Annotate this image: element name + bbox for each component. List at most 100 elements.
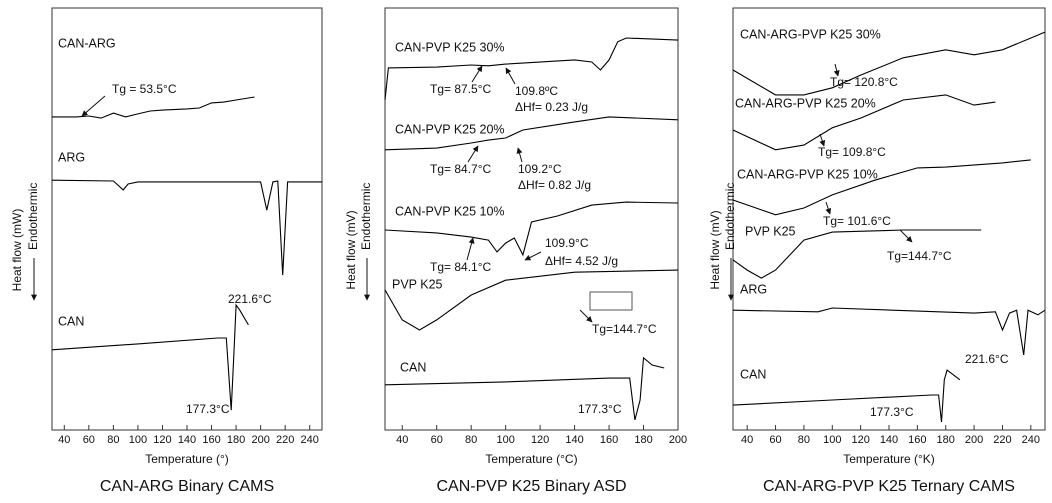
caption: CAN-ARG Binary CAMS xyxy=(100,478,274,495)
curve-label: CAN xyxy=(400,360,426,374)
x-tick-label: 40 xyxy=(396,434,408,446)
annotation-arrow xyxy=(471,65,483,83)
x-tick-label: 200 xyxy=(965,434,983,446)
annotation-arrow xyxy=(524,251,542,261)
x-tick-label: 60 xyxy=(83,434,95,446)
curve xyxy=(384,37,679,101)
curve xyxy=(732,229,982,279)
annotation: 177.3°C xyxy=(870,405,914,419)
x-tick-label: 160 xyxy=(202,434,220,446)
x-tick-label: 100 xyxy=(496,434,514,446)
annotation: Tg = 53.5°C xyxy=(112,82,177,96)
y-axis-note: Endothermic xyxy=(26,183,40,250)
x-axis-title: Temperature (°) xyxy=(145,452,229,466)
annotation-arrow xyxy=(516,147,523,163)
curve-label: PVP K25 xyxy=(745,224,796,238)
x-tick-label: 100 xyxy=(129,434,147,446)
curve-label: CAN-PVP K25 30% xyxy=(395,40,505,54)
curve xyxy=(732,94,996,151)
x-tick-label: 180 xyxy=(227,434,245,446)
curve-label: CAN-ARG-PVP K25 20% xyxy=(735,96,876,110)
curve xyxy=(732,307,1046,355)
x-tick-label: 140 xyxy=(880,434,898,446)
curve xyxy=(51,179,322,276)
x-tick-label: 220 xyxy=(993,434,1011,446)
caption: CAN-ARG-PVP K25 Ternary CAMS xyxy=(763,478,1015,495)
x-tick-label: 140 xyxy=(565,434,583,446)
annotation: 221.6°C xyxy=(228,292,272,306)
x-tick-label: 240 xyxy=(301,434,319,446)
curve xyxy=(51,303,249,411)
annotation: ΔHf= 0.23 J/g xyxy=(515,100,588,114)
curve xyxy=(732,369,961,423)
annotation: ΔHf= 0.82 J/g xyxy=(518,178,591,192)
curve-label: PVP K25 xyxy=(392,277,443,291)
annotation: Tg=144.7°C xyxy=(887,249,952,263)
annotation: 109.8ºC xyxy=(515,84,558,98)
annotation: 221.6°C xyxy=(965,352,1009,366)
x-tick-label: 40 xyxy=(741,434,753,446)
annotation: 177.3°C xyxy=(578,402,622,416)
annotation: Tg= 84.1°C xyxy=(430,260,492,274)
annotation-arrow xyxy=(833,63,840,77)
annotation-arrow xyxy=(467,145,479,163)
annotation: 109.9°C xyxy=(545,236,589,250)
plot-frame xyxy=(51,7,323,431)
curve xyxy=(52,96,255,119)
annotation: Tg= 84.7°C xyxy=(430,162,492,176)
annotation-arrow xyxy=(81,95,106,117)
annotation-arrow xyxy=(825,201,832,215)
annotation: ΔHf= 4.52 J/g xyxy=(545,254,618,268)
curve xyxy=(384,269,679,331)
x-tick-label: 120 xyxy=(851,434,869,446)
annotation: 177.3°C xyxy=(186,402,230,416)
annotation-arrow xyxy=(899,229,913,243)
curve-label: CAN-ARG-PVP K25 10% xyxy=(737,167,878,181)
curve xyxy=(384,201,679,257)
x-tick-label: 40 xyxy=(58,434,70,446)
x-tick-label: 160 xyxy=(600,434,618,446)
x-tick-label: 80 xyxy=(798,434,810,446)
plot-frame xyxy=(384,7,679,431)
curve-label: ARG xyxy=(740,282,767,296)
annotation: Tg= 109.8°C xyxy=(818,145,886,159)
x-axis-title: Temperature (°C) xyxy=(485,452,577,466)
x-tick-label: 60 xyxy=(431,434,443,446)
curve-label: CAN-PVP K25 10% xyxy=(395,204,505,218)
curve-label: CAN-ARG-PVP K25 30% xyxy=(740,27,881,41)
x-tick-label: 180 xyxy=(634,434,652,446)
x-tick-label: 140 xyxy=(178,434,196,446)
annotation-arrow xyxy=(505,67,516,85)
curve-label: CAN xyxy=(58,314,84,328)
x-tick-label: 80 xyxy=(465,434,477,446)
x-tick-label: 120 xyxy=(531,434,549,446)
annotation: Tg= 87.5°C xyxy=(430,82,492,96)
annotation-arrow xyxy=(466,237,475,261)
curve-label: ARG xyxy=(58,150,85,164)
curve xyxy=(732,31,1046,96)
annotation: Tg=144.7°C xyxy=(592,322,657,336)
zoom-box xyxy=(589,291,633,311)
annotation-arrow xyxy=(579,309,593,323)
curve xyxy=(732,159,1031,216)
y-axis-title: Heat flow (mW) xyxy=(10,209,24,292)
curve xyxy=(384,356,665,421)
x-tick-label: 180 xyxy=(937,434,955,446)
x-tick-label: 100 xyxy=(823,434,841,446)
x-tick-label: 220 xyxy=(276,434,294,446)
y-axis-title: Heat flow (mV) xyxy=(708,210,722,289)
curve xyxy=(384,116,679,151)
annotation: 109.2°C xyxy=(518,162,562,176)
x-tick-label: 120 xyxy=(153,434,171,446)
x-tick-label: 160 xyxy=(908,434,926,446)
curve-label: CAN xyxy=(740,367,766,381)
x-tick-label: 200 xyxy=(251,434,269,446)
curve-label: CAN-PVP K25 20% xyxy=(395,122,505,136)
annotation: Tg= 101.6°C xyxy=(823,214,891,228)
annotation: Tg= 120.8°C xyxy=(830,75,898,89)
curve-label: CAN-ARG xyxy=(58,36,116,50)
x-tick-label: 80 xyxy=(107,434,119,446)
caption: CAN-PVP K25 Binary ASD xyxy=(436,478,626,495)
x-tick-label: 200 xyxy=(669,434,687,446)
